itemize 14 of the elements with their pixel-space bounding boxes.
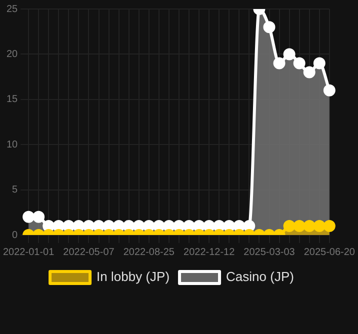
y-tick-label: 15 xyxy=(6,94,18,106)
legend-label: In lobby (JP) xyxy=(96,269,170,284)
y-tick-label: 5 xyxy=(12,184,18,196)
x-tick-label: 2025-03-03 xyxy=(244,246,296,258)
y-tick-label: 25 xyxy=(6,4,18,15)
y-tick-label: 20 xyxy=(6,48,18,60)
x-tick-label: 2022-12-12 xyxy=(184,246,236,258)
x-tick-label: 2022-01-01 xyxy=(3,246,55,258)
x-tick-label: 2022-08-25 xyxy=(123,246,175,258)
y-tick-label: 10 xyxy=(6,139,18,150)
x-tick-label: 2022-05-07 xyxy=(63,246,115,258)
y-tick-label: 0 xyxy=(12,230,18,241)
legend-label: Casino (JP) xyxy=(226,269,294,284)
x-tick-label: 2025-06-20 xyxy=(304,246,356,258)
